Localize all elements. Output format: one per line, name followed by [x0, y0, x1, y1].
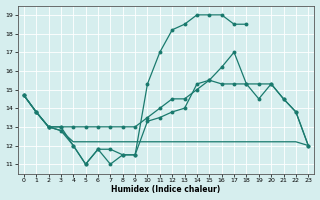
X-axis label: Humidex (Indice chaleur): Humidex (Indice chaleur) [111, 185, 221, 194]
